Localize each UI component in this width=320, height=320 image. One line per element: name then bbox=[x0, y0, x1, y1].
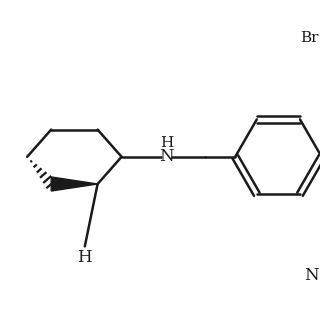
Text: N: N bbox=[159, 148, 174, 165]
Polygon shape bbox=[51, 177, 98, 191]
Text: H: H bbox=[160, 136, 173, 150]
Text: Br: Br bbox=[300, 31, 318, 45]
Text: N: N bbox=[304, 267, 318, 284]
Text: H: H bbox=[77, 249, 92, 266]
